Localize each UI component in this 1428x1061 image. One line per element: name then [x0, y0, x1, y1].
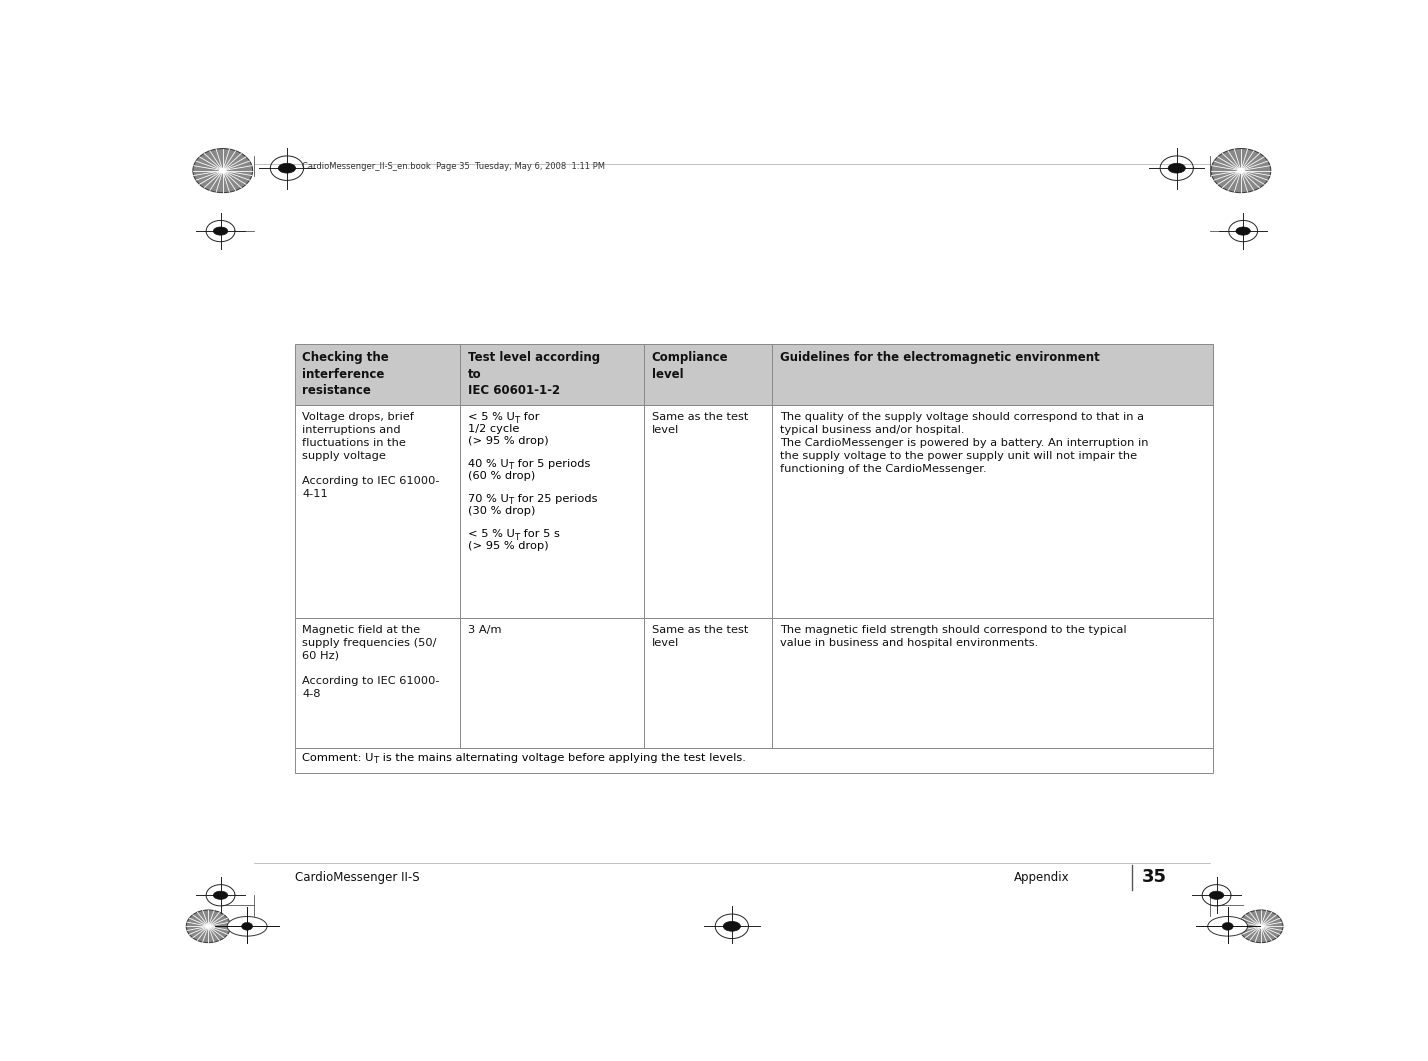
Text: Magnetic field at the
supply frequencies (50/
60 Hz)

According to IEC 61000-
4-: Magnetic field at the supply frequencies… [303, 625, 440, 699]
Bar [460, 405, 644, 618]
Bar [644, 618, 773, 748]
Text: Voltage drops, brief
interruptions and
fluctuations in the
supply voltage

Accor: Voltage drops, brief interruptions and f… [303, 413, 440, 500]
Circle shape [1211, 149, 1271, 193]
Bar [294, 344, 460, 405]
Text: T: T [508, 498, 514, 506]
Text: (> 95 % drop): (> 95 % drop) [468, 541, 548, 551]
Text: 70 % U: 70 % U [468, 494, 508, 504]
Ellipse shape [1210, 891, 1224, 900]
Text: (> 95 % drop): (> 95 % drop) [468, 436, 548, 446]
Bar [294, 405, 460, 618]
Text: Compliance
level: Compliance level [651, 351, 728, 381]
Text: CardioMessenger II-S: CardioMessenger II-S [294, 871, 420, 884]
Bar [644, 405, 773, 618]
Circle shape [1237, 168, 1245, 173]
Text: (30 % drop): (30 % drop) [468, 506, 536, 516]
Text: T: T [374, 756, 380, 765]
Ellipse shape [1208, 917, 1248, 936]
Bar [644, 344, 773, 405]
Text: 40 % U: 40 % U [468, 459, 508, 469]
Text: T: T [508, 463, 514, 471]
Text: 3 A/m: 3 A/m [468, 625, 501, 634]
Circle shape [1258, 924, 1264, 928]
Circle shape [206, 924, 211, 928]
Text: The quality of the supply voltage should correspond to that in a
typical busines: The quality of the supply voltage should… [780, 413, 1148, 473]
Text: Same as the test
level: Same as the test level [651, 625, 748, 647]
Text: for 25 periods: for 25 periods [514, 494, 597, 504]
Bar [294, 618, 460, 748]
Text: Appendix: Appendix [1014, 871, 1070, 884]
Circle shape [218, 168, 227, 173]
Text: for 5 periods: for 5 periods [514, 459, 590, 469]
Circle shape [193, 149, 253, 193]
Ellipse shape [227, 917, 267, 936]
Ellipse shape [1237, 227, 1251, 236]
Text: T: T [514, 416, 520, 424]
Bar [294, 748, 1214, 772]
Ellipse shape [213, 891, 227, 900]
Text: for 5 s: for 5 s [520, 529, 560, 539]
Text: CardioMessenger_II-S_en.book  Page 35  Tuesday, May 6, 2008  1:11 PM: CardioMessenger_II-S_en.book Page 35 Tue… [303, 162, 605, 171]
Bar [773, 618, 1214, 748]
Text: (60 % drop): (60 % drop) [468, 471, 536, 481]
Ellipse shape [213, 227, 227, 236]
Text: Test level according
to
IEC 60601-1-2: Test level according to IEC 60601-1-2 [468, 351, 600, 397]
Text: Guidelines for the electromagnetic environment: Guidelines for the electromagnetic envir… [780, 351, 1100, 364]
Ellipse shape [1168, 163, 1185, 173]
Bar [773, 405, 1214, 618]
Ellipse shape [1222, 922, 1234, 930]
Circle shape [186, 910, 230, 942]
Ellipse shape [241, 922, 253, 930]
Text: The magnetic field strength should correspond to the typical
value in business a: The magnetic field strength should corre… [780, 625, 1127, 647]
Text: 1/2 cycle: 1/2 cycle [468, 424, 520, 434]
Text: for: for [520, 413, 540, 422]
Circle shape [1238, 910, 1282, 942]
Text: Checking the
interference
resistance: Checking the interference resistance [303, 351, 390, 397]
Text: Comment: U: Comment: U [303, 753, 374, 763]
Text: is the mains alternating voltage before applying the test levels.: is the mains alternating voltage before … [380, 753, 745, 763]
Bar [773, 344, 1214, 405]
Text: Same as the test
level: Same as the test level [651, 413, 748, 435]
Bar [460, 344, 644, 405]
Text: 35: 35 [1141, 868, 1167, 886]
Text: < 5 % U: < 5 % U [468, 529, 514, 539]
Ellipse shape [278, 163, 296, 173]
Text: T: T [514, 533, 520, 541]
Bar [460, 618, 644, 748]
Ellipse shape [723, 921, 741, 932]
Text: < 5 % U: < 5 % U [468, 413, 514, 422]
